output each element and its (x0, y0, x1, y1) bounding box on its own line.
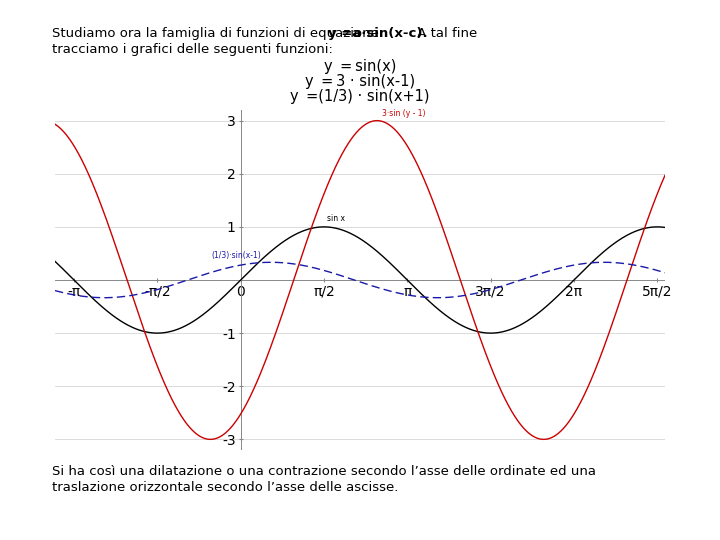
Text: sin x: sin x (327, 214, 345, 222)
Text: y  =(1/3) · sin(x+1): y =(1/3) · sin(x+1) (290, 89, 430, 104)
Text: y  = 3 · sin(x-1): y = 3 · sin(x-1) (305, 74, 415, 89)
Text: 3·sin (y - 1): 3·sin (y - 1) (382, 109, 426, 118)
Text: Si ha così una dilatazione o una contrazione secondo l’asse delle ordinate ed un: Si ha così una dilatazione o una contraz… (52, 465, 596, 478)
Text: (1/3)·sin(x-1): (1/3)·sin(x-1) (212, 251, 261, 260)
Text: traslazione orizzontale secondo l’asse delle ascisse.: traslazione orizzontale secondo l’asse d… (52, 481, 398, 494)
Text: Studiamo ora la famiglia di funzioni di equazione: Studiamo ora la famiglia di funzioni di … (52, 27, 383, 40)
Text: tracciamo i grafici delle seguenti funzioni:: tracciamo i grafici delle seguenti funzi… (52, 43, 333, 56)
Text: y  = sin(x): y = sin(x) (324, 59, 396, 74)
Text: A tal fine: A tal fine (413, 27, 477, 40)
Text: y =a·sin(x-c).: y =a·sin(x-c). (328, 27, 428, 40)
